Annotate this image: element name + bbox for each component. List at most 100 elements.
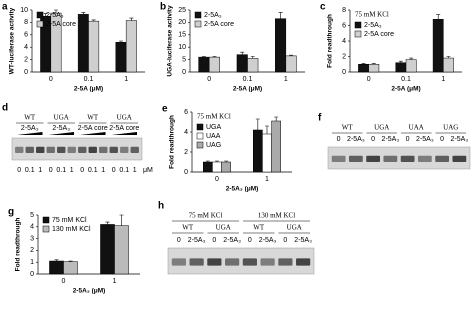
legend-swatch [194,20,202,28]
y-tick-label: 6 [342,22,346,29]
gel-band [225,258,240,266]
unit-label: μM [143,167,153,174]
y-tick-label: 20 [178,19,186,26]
y-tick-label: 0 [342,69,346,76]
legend-label: 2-5A core [204,21,234,28]
error-bar [274,116,279,121]
x-axis-title: 2-5A₃ (μM) [226,186,259,193]
annotation: 75 mM KCl [355,11,389,19]
y-tick-label: 4 [184,129,188,136]
panel-letter: f [318,113,322,124]
y-tick-label: 4 [342,38,346,45]
gel-band [25,146,34,153]
gel-band [130,146,139,153]
error-bar [118,40,123,43]
error-bar [105,221,110,225]
legend-label: 2-5A₃ [46,12,64,19]
error-bar [409,57,414,60]
lane-label: 0.1 [119,167,129,174]
gel-band [109,146,118,153]
error-bar [212,56,217,58]
gel-band [46,146,55,153]
x-tick-label: 1 [441,76,445,83]
gel-band [435,155,450,162]
gel-band [348,155,363,162]
lane-label: 0 [177,237,181,244]
error-bar [201,56,206,58]
bar [236,54,248,73]
lane-label: 2-5A₃ [259,237,277,244]
legend-swatch [194,11,202,19]
bar [405,59,417,73]
y-tick-label: 4 [24,44,28,51]
group-label: UAG [443,124,458,132]
gel-band [15,146,24,153]
error-bar [54,259,59,262]
panel-letter: h [158,201,164,212]
x-axis-title: 2-5A (μM) [74,86,103,93]
lane-label: 0 [283,237,287,244]
gel-band [78,146,87,153]
gel-band [242,258,257,266]
group-label: WT [24,114,36,122]
gel-band [36,146,45,153]
lane-label: 0.1 [25,167,35,174]
panel-letter: c [320,2,326,13]
bar [115,41,127,73]
group-label: UGA [216,224,231,232]
gel-band [120,146,129,153]
bar [63,261,78,275]
error-bar [446,56,451,59]
y-tick-label: 0 [24,69,28,76]
y-tick-label: 8 [24,19,28,26]
gel-band [67,146,76,153]
lane-label: 1 [38,167,42,174]
x-tick-label: 1 [113,278,117,285]
bar [114,225,129,275]
bar [368,64,380,73]
gel-band [88,146,97,153]
bar [49,260,64,275]
group-label: WT [342,124,354,132]
lane-label: 0 [17,167,21,174]
bar [395,62,407,73]
lane-label: 2-5A₃ [382,136,400,143]
error-bar [119,214,124,226]
error-bar [255,118,260,130]
y-tick-label: 15 [178,32,186,39]
error-bar [436,14,441,20]
gel-band [278,258,293,266]
bar [285,55,297,73]
gel-band [331,155,346,162]
wedge [17,132,43,135]
group-label: WT [87,114,99,122]
legend-swatch [42,225,50,233]
error-bar [81,12,86,15]
bar [212,161,222,173]
annotation: 75 mM KCl [197,113,231,121]
treatment-label: 2-5A₃ [21,125,39,132]
bar [125,20,137,73]
bar [88,20,100,73]
lane-label: 2-5A₃ [294,237,312,244]
legend-label: UGA [206,124,222,131]
bar [253,129,263,173]
legend-label: UAA [206,133,221,140]
error-bar [371,63,376,65]
legend-swatch [196,141,204,149]
treatment-label: 2-5A₃ [52,125,70,132]
legend-label: UAG [206,142,221,149]
legend-swatch [354,21,362,29]
error-bar [240,51,245,55]
gel-band [171,258,186,266]
y-axis-title: Fold readthrough [169,115,176,169]
lane-label: 0 [371,136,375,143]
legend-swatch [36,20,44,28]
lane-label: 1 [70,167,74,174]
legend-swatch [196,123,204,131]
x-axis-title: 2-5A (μM) [391,86,420,93]
bar [208,56,220,73]
y-tick-label: 3 [30,235,34,242]
gel [11,137,143,161]
bar [271,120,282,173]
